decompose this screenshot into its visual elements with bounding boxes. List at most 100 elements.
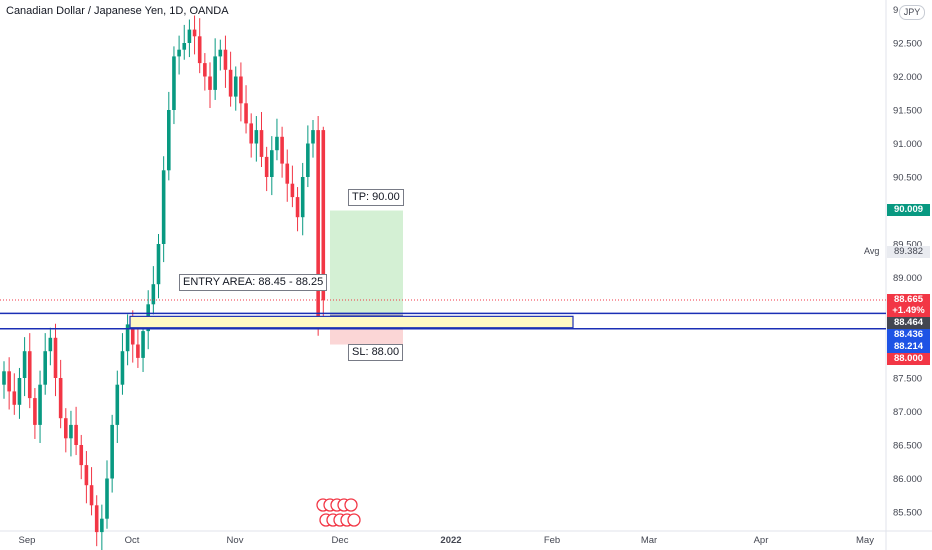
candle-body	[259, 130, 264, 157]
candle-body	[264, 156, 269, 177]
candle-body	[280, 136, 284, 164]
candle-body	[69, 424, 73, 439]
candle-body	[192, 29, 197, 37]
candle-body	[275, 136, 279, 151]
candle-body	[316, 130, 320, 318]
profit-zone[interactable]	[330, 210, 403, 315]
candle-body	[223, 49, 228, 70]
candle-body	[84, 465, 89, 486]
candle-body	[156, 244, 161, 285]
candle-body	[270, 150, 274, 177]
stop-loss-label[interactable]: SL: 88.00	[348, 344, 404, 361]
chart-title: Canadian Dollar / Japanese Yen, 1D, OAND…	[6, 5, 229, 17]
candle-body	[151, 284, 156, 305]
x-tick-label: 2022	[440, 535, 461, 546]
y-tick-label: 92.000	[893, 72, 922, 83]
event-markers	[316, 498, 361, 527]
candles-layer	[2, 15, 326, 550]
y-tick-label: 91.500	[893, 106, 922, 117]
candle-body	[311, 130, 315, 144]
candle-body	[290, 183, 295, 198]
candle-body	[295, 197, 300, 218]
candle-body	[94, 505, 99, 533]
y-tick-label: 87.000	[893, 407, 922, 418]
candle-body	[64, 418, 68, 439]
sl-price-label: 88.000	[887, 353, 930, 365]
economic-event-icon[interactable]	[344, 498, 358, 512]
candle-body	[33, 398, 37, 425]
candle-body	[89, 485, 94, 506]
candle-body	[22, 351, 27, 378]
candle-body	[27, 351, 32, 399]
x-tick-label: Sep	[19, 535, 36, 546]
candle-body	[136, 344, 140, 358]
candle-body	[74, 424, 78, 445]
candle-body	[110, 424, 114, 479]
candle-body	[115, 384, 120, 425]
plot-area[interactable]	[0, 0, 886, 531]
entry-bottom-price-label: 88.214	[887, 341, 930, 353]
candle-body	[79, 445, 84, 466]
candle-body	[203, 63, 207, 77]
x-tick-label: Dec	[332, 535, 349, 546]
y-tick-label: 90.500	[893, 173, 922, 184]
candle-body	[125, 324, 130, 352]
x-tick-label: Apr	[754, 535, 769, 546]
x-tick-label: Feb	[544, 535, 560, 546]
candle-body	[105, 478, 109, 519]
candle-body	[120, 351, 125, 385]
candle-body	[48, 337, 53, 352]
candle-body	[213, 56, 217, 90]
y-tick-label: 85.500	[893, 508, 922, 519]
y-tick-label: 89.000	[893, 273, 922, 284]
candle-body	[161, 170, 166, 244]
candle-body	[53, 337, 58, 378]
candle-body	[300, 177, 305, 218]
candle-body	[141, 331, 145, 358]
tp-price-label: 90.009	[887, 204, 930, 216]
y-tick-label: 87.500	[893, 374, 922, 385]
economic-event-icon[interactable]	[347, 513, 361, 527]
candle-body	[43, 351, 47, 385]
candle-body	[249, 123, 253, 144]
candle-body	[172, 56, 176, 110]
candle-body	[285, 163, 290, 184]
x-tick-label: May	[856, 535, 874, 546]
candle-body	[208, 76, 212, 90]
last-price-label: 88.665	[887, 294, 930, 306]
price-axis: 92.500 92.000 91.500 91.000 90.500 89.500 89.0…	[893, 5, 922, 519]
candle-body	[244, 103, 248, 124]
x-tick-label: Mar	[641, 535, 657, 546]
candle-body	[38, 384, 42, 425]
time-axis: Sep Oct Nov Dec 2022 Feb Mar Apr May	[19, 535, 875, 546]
candle-body	[254, 130, 259, 144]
avg-price-label: 89.382	[887, 246, 930, 258]
candle-body	[321, 130, 326, 301]
avg-label: Avg	[864, 246, 880, 256]
currency-badge[interactable]: JPY	[899, 5, 925, 20]
entry-area-label[interactable]: ENTRY AREA: 88.45 - 88.25	[179, 274, 328, 291]
candle-body	[7, 371, 11, 392]
y-tick-label: 86.500	[893, 441, 922, 452]
candle-body	[58, 378, 63, 419]
candle-body	[187, 29, 192, 43]
candle-body	[12, 391, 17, 405]
candle-body	[218, 49, 223, 57]
y-tick-label: 92.500	[893, 39, 922, 50]
candle-body	[17, 378, 22, 405]
candle-body	[2, 371, 6, 385]
candle-body	[177, 49, 181, 57]
take-profit-label[interactable]: TP: 90.00	[348, 189, 404, 206]
y-tick-label: 9	[893, 5, 898, 16]
change-label: +1.49%	[887, 305, 930, 317]
entry-mid-price-label: 88.436	[887, 329, 930, 341]
y-tick-label: 91.000	[893, 139, 922, 150]
y-tick-label: 89.500	[893, 240, 922, 251]
candle-body	[130, 324, 135, 345]
entry-top-price-label: 88.464	[887, 317, 930, 329]
candle-body	[306, 143, 310, 177]
candle-body	[239, 76, 243, 104]
candle-body	[228, 69, 233, 97]
entry-zone-box[interactable]	[129, 315, 574, 329]
